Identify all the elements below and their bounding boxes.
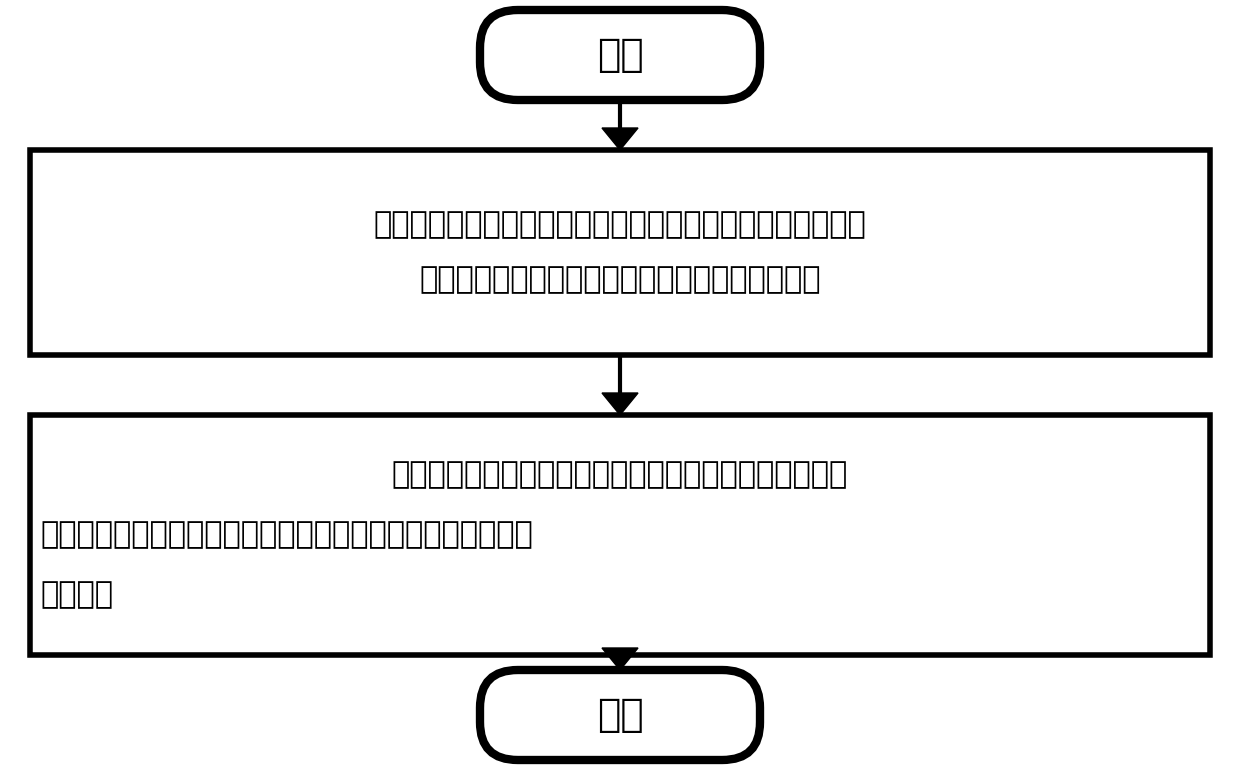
- Text: ；同时，需要增加炉温的一侧所对应的燃烧侧需要相应减少燃: ；同时，需要增加炉温的一侧所对应的燃烧侧需要相应减少燃: [40, 521, 533, 550]
- FancyBboxPatch shape: [480, 670, 760, 760]
- FancyBboxPatch shape: [480, 10, 760, 100]
- Bar: [30, 150, 1210, 355]
- Text: 温度下，使得坏料达到头尾温度一致的炉温调整量: 温度下，使得坏料达到头尾温度一致的炉温调整量: [419, 266, 821, 294]
- Bar: [30, 415, 1210, 655]
- Text: 根据坏料头部平均温度与坏料尾部平均温度之差，求出在当前: 根据坏料头部平均温度与坏料尾部平均温度之差，求出在当前: [373, 210, 867, 239]
- Text: 根据炉温调整量，对于需要增加炉温的一侧增加燃烧时间: 根据炉温调整量，对于需要增加炉温的一侧增加燃烧时间: [392, 460, 848, 490]
- Text: 结束: 结束: [596, 696, 644, 734]
- Text: 开始: 开始: [596, 36, 644, 74]
- Polygon shape: [601, 393, 639, 415]
- Text: 烧时间。: 烧时间。: [40, 581, 113, 610]
- Polygon shape: [601, 648, 639, 670]
- Polygon shape: [601, 128, 639, 150]
